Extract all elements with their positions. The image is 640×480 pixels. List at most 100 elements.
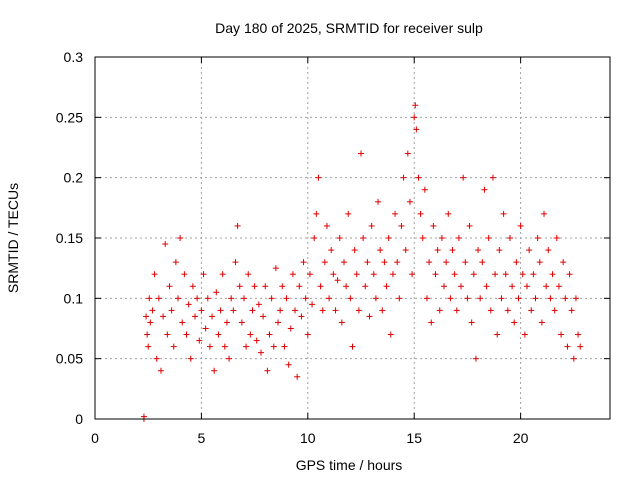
data-point [172,259,179,266]
data-point [521,331,528,338]
data-point [543,283,550,290]
data-point [255,301,262,308]
data-point [340,259,347,266]
data-point [240,295,247,302]
y-tick-label: 0.3 [64,49,84,65]
data-point [489,174,496,181]
x-tick-label: 0 [91,430,99,446]
data-point [174,295,181,302]
y-tick-label: 0.25 [56,109,83,125]
data-point [377,247,384,254]
data-points [140,102,584,422]
data-point [304,331,311,338]
data-point [492,271,499,278]
data-point [353,271,360,278]
data-point [449,247,456,254]
data-point [534,235,541,241]
data-point [511,319,518,326]
data-point [406,198,413,205]
data-point [215,331,222,338]
data-point [330,271,337,278]
data-point [343,283,350,290]
data-point [272,265,279,272]
data-point [253,337,260,344]
data-point [170,343,177,350]
data-point [198,307,205,314]
data-point [468,319,475,326]
data-point [296,283,303,290]
data-point [279,283,286,290]
data-point [466,222,473,229]
data-point [428,319,435,326]
data-point [402,247,409,254]
data-point [232,259,239,266]
x-axis-ticks: 0 5 10 15 20 [91,57,529,446]
data-point [383,283,390,290]
data-point [300,259,307,266]
data-point [430,222,437,229]
data-point [264,367,271,374]
data-point [355,307,362,314]
data-point [345,210,352,217]
data-point [298,313,305,320]
data-point [194,295,201,302]
data-point [458,283,465,290]
data-point [202,325,209,332]
data-point [143,313,150,320]
data-point [415,174,422,181]
data-point [462,259,469,266]
data-point [323,222,330,229]
data-point [575,331,582,338]
data-point [443,259,450,266]
data-point [394,259,401,266]
data-point [577,343,584,350]
data-point [421,186,428,193]
data-point [413,126,420,133]
data-point [532,295,539,302]
data-point [162,241,169,248]
data-point [328,247,335,254]
data-point [260,313,267,320]
data-point [572,295,579,302]
data-point [147,319,154,326]
data-point [387,331,394,338]
data-point [412,102,419,109]
data-point [487,307,494,314]
data-point [445,210,452,217]
data-point [434,247,441,254]
data-point [247,331,254,338]
data-point [228,295,235,302]
data-point [160,313,167,320]
data-point [398,222,405,229]
data-point [515,295,522,302]
data-point [226,355,233,362]
data-point [400,174,407,181]
data-point [326,295,333,302]
data-point [524,283,531,290]
data-point [332,307,339,314]
data-point [419,235,426,241]
data-point [230,307,237,314]
data-point [364,259,371,266]
data-point [262,283,269,290]
data-point [404,150,411,157]
data-point [221,343,228,350]
data-point [213,289,220,296]
data-point [302,295,309,302]
data-point [426,259,433,266]
data-point [338,319,345,326]
data-point [547,295,554,302]
data-point [409,271,416,278]
y-tick-label: 0.2 [64,170,84,186]
data-point [306,271,313,278]
data-point [360,235,367,241]
data-point [234,222,241,229]
data-point [219,271,226,278]
data-point [196,337,203,344]
data-point [206,343,213,350]
data-point [166,283,173,290]
data-point [451,271,458,278]
data-point [349,343,356,350]
y-tick-label: 0.05 [56,351,83,367]
